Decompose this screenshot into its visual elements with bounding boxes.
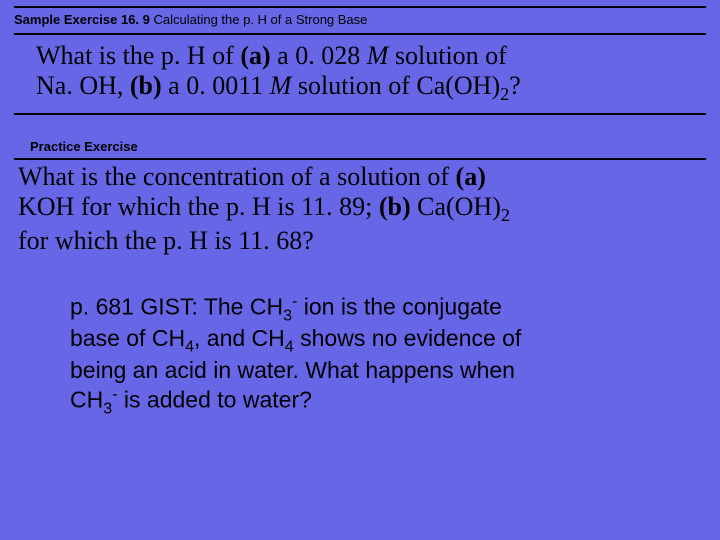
text: solution of Ca(OH) — [291, 71, 500, 100]
text: shows no evidence of — [294, 325, 522, 351]
text: is added to water? — [118, 387, 312, 413]
title-bold: Sample Exercise 16. 9 — [14, 12, 150, 27]
text: Na. OH, — [36, 71, 130, 100]
text: a 0. 028 — [271, 41, 367, 70]
text: CH — [70, 387, 103, 413]
text: What is the concentration of a solution … — [18, 162, 456, 191]
text: p. 681 GIST: The CH — [70, 294, 283, 320]
gist-question: p. 681 GIST: The CH3- ion is the conjuga… — [0, 256, 720, 419]
text: a 0. 0011 — [162, 71, 270, 100]
sample-question: What is the p. H of (a) a 0. 028 M solut… — [0, 35, 720, 113]
practice-exercise-title: Practice Exercise — [0, 115, 720, 158]
sub: 2 — [501, 205, 510, 225]
molar: M — [270, 71, 292, 100]
sub: 3 — [103, 399, 112, 417]
text: What is the p. H of — [36, 41, 240, 70]
sub: 4 — [185, 338, 194, 356]
sample-exercise-title: Sample Exercise 16. 9 Calculating the p.… — [0, 8, 720, 33]
title-rest: Calculating the p. H of a Strong Base — [150, 12, 368, 27]
text: KOH for which the p. H is 11. 89; — [18, 192, 379, 221]
text: , and CH — [194, 325, 285, 351]
sub: 2 — [500, 84, 509, 104]
text: being an acid in water. What happens whe… — [70, 357, 515, 383]
text: ion is the conjugate — [297, 294, 502, 320]
text: ? — [509, 71, 521, 100]
text: for which the p. H is 11. 68? — [18, 226, 314, 255]
text: solution of — [388, 41, 506, 70]
part-a: (a) — [456, 162, 486, 191]
text: Ca(OH) — [411, 192, 501, 221]
practice-title-text: Practice Exercise — [30, 139, 138, 154]
practice-question: What is the concentration of a solution … — [0, 160, 720, 256]
sub: 4 — [285, 338, 294, 356]
part-b: (b) — [130, 71, 162, 100]
part-b: (b) — [379, 192, 411, 221]
text: base of CH — [70, 325, 185, 351]
sub: 3 — [283, 306, 292, 324]
part-a: (a) — [240, 41, 270, 70]
molar: M — [367, 41, 389, 70]
